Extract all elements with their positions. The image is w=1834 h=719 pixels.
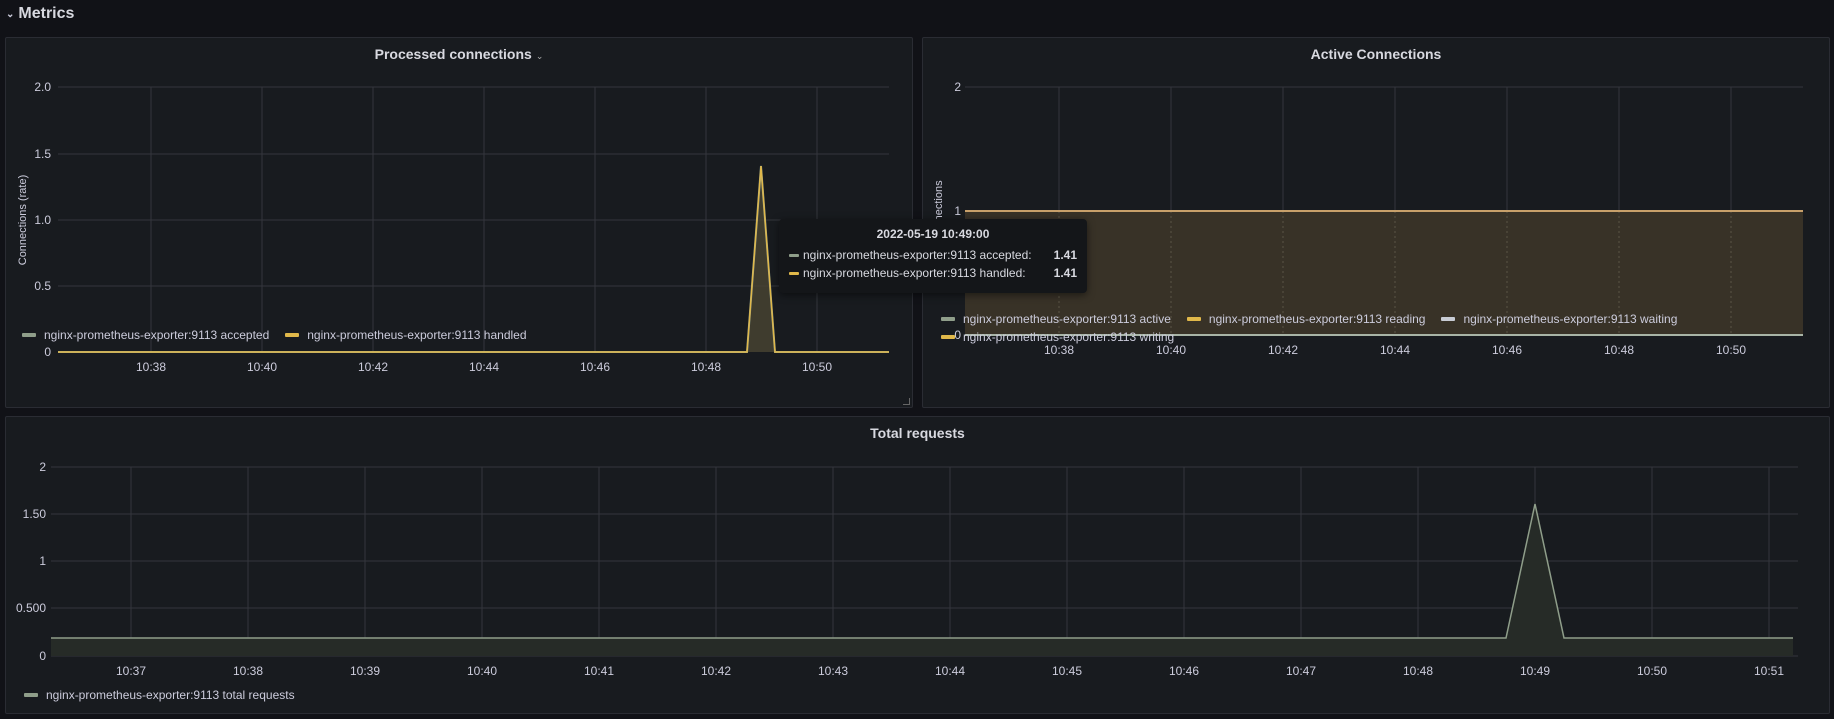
svg-text:10:50: 10:50 <box>802 360 832 374</box>
panel-title-text: Active Connections <box>1310 46 1442 62</box>
panel-title[interactable]: Total requests <box>6 425 1829 441</box>
chart-total-requests: 2 1.50 1 0.500 0 10:37 10:38 10:39 10:40… <box>16 460 1798 678</box>
svg-text:10:39: 10:39 <box>350 664 380 678</box>
legend-item-writing[interactable]: nginx-prometheus-exporter:9113 writing <box>941 330 1174 344</box>
svg-text:10:37: 10:37 <box>116 664 146 678</box>
svg-text:2: 2 <box>954 80 961 94</box>
svg-text:10:42: 10:42 <box>1268 343 1298 357</box>
legend-item-handled[interactable]: nginx-prometheus-exporter:9113 handled <box>285 328 527 342</box>
svg-text:0.5: 0.5 <box>34 279 51 293</box>
svg-text:10:38: 10:38 <box>136 360 166 374</box>
svg-text:10:42: 10:42 <box>358 360 388 374</box>
svg-text:10:51: 10:51 <box>1754 664 1784 678</box>
legend-label: nginx-prometheus-exporter:9113 active <box>963 312 1171 326</box>
svg-text:2: 2 <box>39 460 46 474</box>
svg-text:10:41: 10:41 <box>584 664 614 678</box>
svg-text:10:45: 10:45 <box>1052 664 1082 678</box>
svg-text:0: 0 <box>39 649 46 663</box>
legend-label: nginx-prometheus-exporter:9113 total req… <box>46 688 295 702</box>
svg-text:10:48: 10:48 <box>1403 664 1433 678</box>
svg-text:10:44: 10:44 <box>1380 343 1410 357</box>
chart-processed-connections: 2.0 1.5 1.0 0.5 0 Connections (rate) 10:… <box>17 80 889 374</box>
legend-swatch <box>941 335 955 339</box>
legend-swatch <box>1186 317 1201 321</box>
svg-text:10:43: 10:43 <box>818 664 848 678</box>
tooltip-series-name: nginx-prometheus-exporter:9113 accepted: <box>803 248 1032 262</box>
legend-item-waiting[interactable]: nginx-prometheus-exporter:9113 waiting <box>1441 312 1677 326</box>
svg-text:Connections (rate): Connections (rate) <box>17 175 29 266</box>
svg-text:10:38: 10:38 <box>233 664 263 678</box>
tooltip-swatch <box>789 253 799 257</box>
svg-text:1: 1 <box>954 204 961 218</box>
svg-text:10:48: 10:48 <box>691 360 721 374</box>
tooltip-series-value: 1.41 <box>1053 266 1077 280</box>
legend: nginx-prometheus-exporter:9113 active ng… <box>941 312 1801 344</box>
legend-item-reading[interactable]: nginx-prometheus-exporter:9113 reading <box>1186 312 1426 326</box>
resize-handle[interactable] <box>903 398 910 405</box>
legend-swatch <box>941 317 955 321</box>
row-title: Metrics <box>18 5 75 22</box>
panel-title[interactable]: Processed connections ⌄ <box>6 46 912 62</box>
legend-swatch <box>22 333 36 337</box>
svg-text:10:48: 10:48 <box>1604 343 1634 357</box>
svg-text:10:47: 10:47 <box>1286 664 1316 678</box>
svg-text:10:40: 10:40 <box>1156 343 1186 357</box>
legend-item-accepted[interactable]: nginx-prometheus-exporter:9113 accepted <box>22 328 269 342</box>
svg-text:10:40: 10:40 <box>247 360 277 374</box>
svg-text:0: 0 <box>954 328 961 342</box>
svg-text:2.0: 2.0 <box>34 80 51 94</box>
svg-text:10:46: 10:46 <box>1169 664 1199 678</box>
tooltip-row-accepted: nginx-prometheus-exporter:9113 accepted:… <box>789 246 1077 264</box>
legend-swatch <box>1441 317 1456 321</box>
svg-text:10:50: 10:50 <box>1637 664 1667 678</box>
panel-title-text: Total requests <box>870 425 965 441</box>
svg-text:10:44: 10:44 <box>935 664 965 678</box>
svg-text:1.50: 1.50 <box>23 507 47 521</box>
legend-label: nginx-prometheus-exporter:9113 writing <box>963 330 1175 344</box>
svg-text:10:38: 10:38 <box>1044 343 1074 357</box>
legend-label: nginx-prometheus-exporter:9113 handled <box>307 328 527 342</box>
tooltip-series-value: 1.41 <box>1053 248 1077 262</box>
svg-text:10:46: 10:46 <box>1492 343 1522 357</box>
svg-text:0: 0 <box>44 345 51 359</box>
tooltip-swatch <box>789 271 799 275</box>
svg-text:0.500: 0.500 <box>16 601 46 615</box>
panel-title-text: Processed connections <box>374 46 532 62</box>
tooltip-row-handled: nginx-prometheus-exporter:9113 handled: … <box>789 264 1077 282</box>
svg-text:10:44: 10:44 <box>469 360 499 374</box>
legend-label: nginx-prometheus-exporter:9113 waiting <box>1463 312 1678 326</box>
panel-processed-connections[interactable]: Processed connections ⌄ 2.0 1.5 1.0 0.5 0… <box>5 37 913 408</box>
chevron-down-icon[interactable]: ⌄ <box>535 51 544 61</box>
tooltip-series-name: nginx-prometheus-exporter:9113 handled: <box>803 266 1026 280</box>
svg-text:1.5: 1.5 <box>34 147 51 161</box>
legend-label: nginx-prometheus-exporter:9113 accepted <box>44 328 270 342</box>
tooltip-time: 2022-05-19 10:49:00 <box>876 227 990 241</box>
legend-swatch <box>285 333 300 337</box>
legend-label: nginx-prometheus-exporter:9113 reading <box>1208 312 1426 326</box>
panel-total-requests[interactable]: Total requests 2 <box>5 416 1830 714</box>
svg-text:10:40: 10:40 <box>467 664 497 678</box>
svg-text:10:42: 10:42 <box>701 664 731 678</box>
panel-title[interactable]: Active Connections <box>923 46 1829 62</box>
chevron-down-icon: ⌄ <box>6 8 15 20</box>
svg-text:10:50: 10:50 <box>1716 343 1746 357</box>
legend: nginx-prometheus-exporter:9113 accepted … <box>22 328 527 342</box>
hover-tooltip: 2022-05-19 10:49:00 nginx-prometheus-exp… <box>779 219 1087 293</box>
legend-swatch <box>24 693 38 697</box>
svg-text:1.0: 1.0 <box>34 213 51 227</box>
svg-text:10:49: 10:49 <box>1520 664 1550 678</box>
svg-text:10:46: 10:46 <box>580 360 610 374</box>
legend-item-active[interactable]: nginx-prometheus-exporter:9113 active <box>941 312 1171 326</box>
row-header-metrics[interactable]: ⌄ Metrics <box>6 2 74 26</box>
svg-text:1: 1 <box>39 554 46 568</box>
legend-item-total-requests[interactable]: nginx-prometheus-exporter:9113 total req… <box>24 688 295 702</box>
legend: nginx-prometheus-exporter:9113 total req… <box>24 688 295 702</box>
